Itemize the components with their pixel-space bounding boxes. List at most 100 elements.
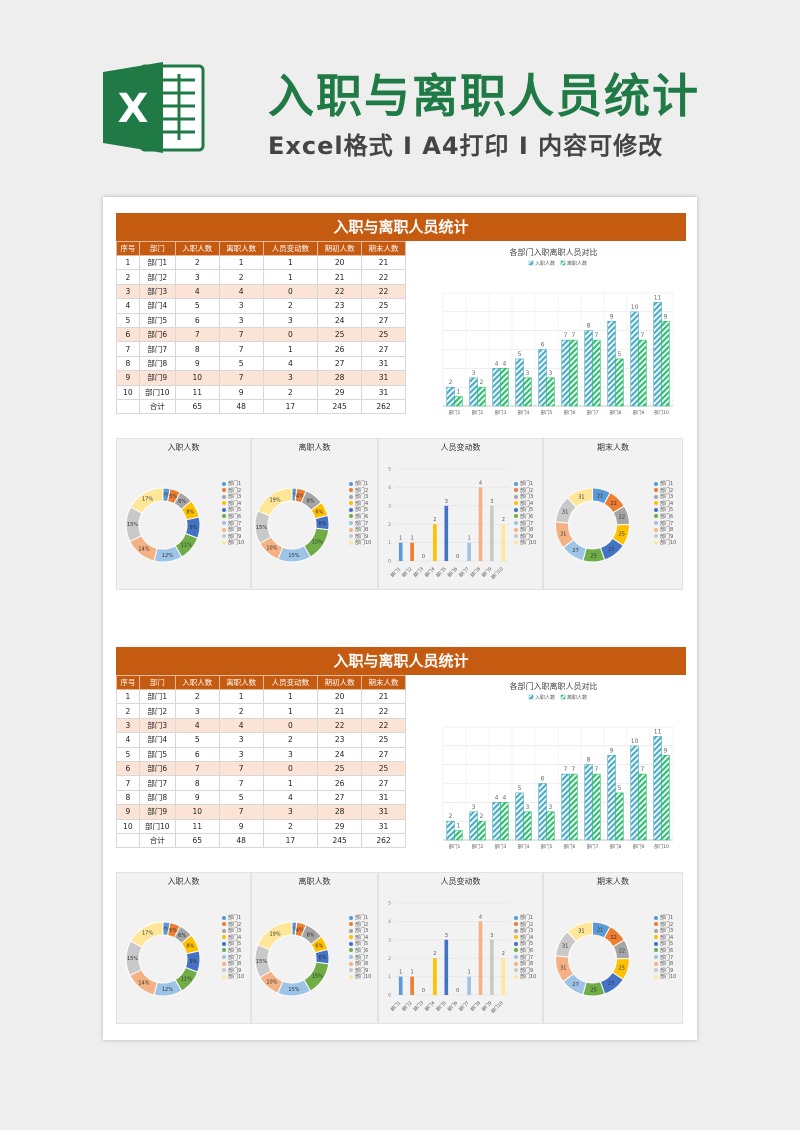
tick-label: 部门2 xyxy=(472,409,484,416)
legend-swatch xyxy=(222,501,226,506)
table-total-cell: 262 xyxy=(361,832,406,849)
legend-swatch xyxy=(654,514,658,519)
slice-label: 27 xyxy=(608,981,614,987)
slice-label: 27 xyxy=(572,982,578,988)
tick-label: 部门9 xyxy=(633,409,645,416)
legend-swatch xyxy=(654,928,658,933)
legend-label: 部门3 xyxy=(355,928,369,935)
bar xyxy=(584,330,593,407)
y-tick-label: 0 xyxy=(388,559,391,565)
chart-panel: 2% 4% 8% 6% 6% 15% 15% 10% 15% 19% 部门1 部门2 部门3 部门4 部门5… xyxy=(251,872,378,1024)
table-cell: 2 xyxy=(174,688,220,705)
slice-label: 19% xyxy=(269,497,280,503)
legend-swatch xyxy=(654,922,658,927)
tick-label: 部门3 xyxy=(495,843,507,850)
table-cell: 9 xyxy=(218,818,264,834)
table-cell: 27 xyxy=(361,775,406,791)
chart-legend: 部门1 部门2 部门3 部门4 部门5 部门6 部门7 部门8 部门9 部门10 xyxy=(654,481,676,547)
table-cell: 4 xyxy=(218,717,264,734)
data-label: 4 xyxy=(479,914,482,920)
table-cell: 29 xyxy=(317,384,363,400)
legend-item: 部门7 xyxy=(349,955,371,962)
table-header-row: 序号 部门 入职人数 离职人数 人员变动数 期初人数 期末人数 xyxy=(116,675,406,690)
table-cell: 3 xyxy=(116,717,140,734)
bar xyxy=(410,542,414,561)
legend-item: 部门8 xyxy=(514,961,536,968)
legend-label: 部门3 xyxy=(355,494,369,501)
bar xyxy=(446,386,455,407)
slice-label: 22 xyxy=(610,935,616,941)
table-cell: 27 xyxy=(361,746,406,762)
table-cell: 部门5 xyxy=(138,312,176,328)
table-cell: 26 xyxy=(317,775,363,791)
slice-label: 4% xyxy=(296,927,304,933)
table-row: 2 部门2 3 2 1 21 22 xyxy=(116,269,406,285)
legend-swatch xyxy=(514,534,518,539)
legend-label: 部门9 xyxy=(520,533,534,540)
legend-label: 部门8 xyxy=(520,961,534,968)
legend-swatch xyxy=(514,915,518,920)
legend-item: 部门1 xyxy=(222,915,244,922)
chart-legend: 部门1 部门2 部门3 部门4 部门5 部门6 部门7 部门8 部门9 部门10 xyxy=(514,481,536,547)
table-row: 10 部门10 11 9 2 29 31 xyxy=(116,818,406,834)
legend-label: 部门9 xyxy=(228,967,242,974)
legend-label: 部门7 xyxy=(520,520,534,527)
data-label: 3 xyxy=(490,933,493,939)
slice-label: 6% xyxy=(178,933,186,939)
column-header: 入职人数 xyxy=(174,241,220,256)
legend-item: 部门3 xyxy=(514,494,536,501)
table-total-cell: 245 xyxy=(317,832,363,849)
legend-swatch xyxy=(349,915,353,920)
legend-item: 部门5 xyxy=(654,941,676,948)
legend-swatch xyxy=(222,974,226,979)
legend-label: 部门6 xyxy=(355,513,369,520)
data-label: 3 xyxy=(445,499,448,505)
table-cell: 10 xyxy=(174,804,220,820)
table-cell: 3 xyxy=(218,746,264,762)
legend-item: 部门2 xyxy=(349,922,371,929)
table-cell: 2 xyxy=(116,269,140,285)
tick-label: 部门8 xyxy=(469,565,482,578)
legend-label: 部门7 xyxy=(660,520,674,527)
table-cell: 部门3 xyxy=(138,717,176,734)
slice-label: 15% xyxy=(288,987,299,993)
legend-item: 部门7 xyxy=(514,955,536,962)
slice-label: 17% xyxy=(142,931,153,937)
table-row: 9 部门9 10 7 3 28 31 xyxy=(116,370,406,386)
table-cell: 2 xyxy=(218,269,264,285)
legend-swatch xyxy=(654,501,658,506)
tick-label: 部门2 xyxy=(472,843,484,850)
legend-swatch xyxy=(349,955,353,960)
table-cell: 5 xyxy=(174,732,220,748)
legend-item: 部门7 xyxy=(349,521,371,528)
table-cell: 部门5 xyxy=(138,746,176,762)
bar xyxy=(469,377,478,407)
tick-label: 部门2 xyxy=(400,565,413,578)
bar xyxy=(467,542,471,561)
table-cell: 25 xyxy=(317,760,363,777)
legend-swatch xyxy=(349,481,353,486)
legend-item: 部门9 xyxy=(654,968,676,975)
slice-label: 31 xyxy=(578,494,584,500)
legend-swatch xyxy=(514,527,518,532)
slice-label: 25 xyxy=(590,553,596,559)
slice-label: 22 xyxy=(610,501,616,507)
legend-item: 部门4 xyxy=(349,501,371,508)
table-cell: 7 xyxy=(116,341,140,357)
table-cell: 4 xyxy=(262,789,319,806)
slice-label: 2% xyxy=(290,492,298,498)
data-label: 7 xyxy=(640,766,644,773)
legend-label: 部门4 xyxy=(660,934,674,941)
data-label: 6 xyxy=(541,342,545,349)
table-cell: 4 xyxy=(174,717,220,734)
slice-label: 8% xyxy=(307,499,315,505)
legend-item: 部门8 xyxy=(222,527,244,534)
legend-item: 部门8 xyxy=(654,527,676,534)
table-cell: 27 xyxy=(317,355,363,372)
legend-label: 部门9 xyxy=(355,967,369,974)
legend-swatch xyxy=(654,527,658,532)
column-header: 期初人数 xyxy=(317,675,363,690)
chart-panel: 21 22 22 25 27 25 27 31 31 31 部门1 部门2 部门3 部门4 部门5 部门6 部门… xyxy=(543,872,683,1024)
table-row: 5 部门5 6 3 3 24 27 xyxy=(116,746,406,762)
